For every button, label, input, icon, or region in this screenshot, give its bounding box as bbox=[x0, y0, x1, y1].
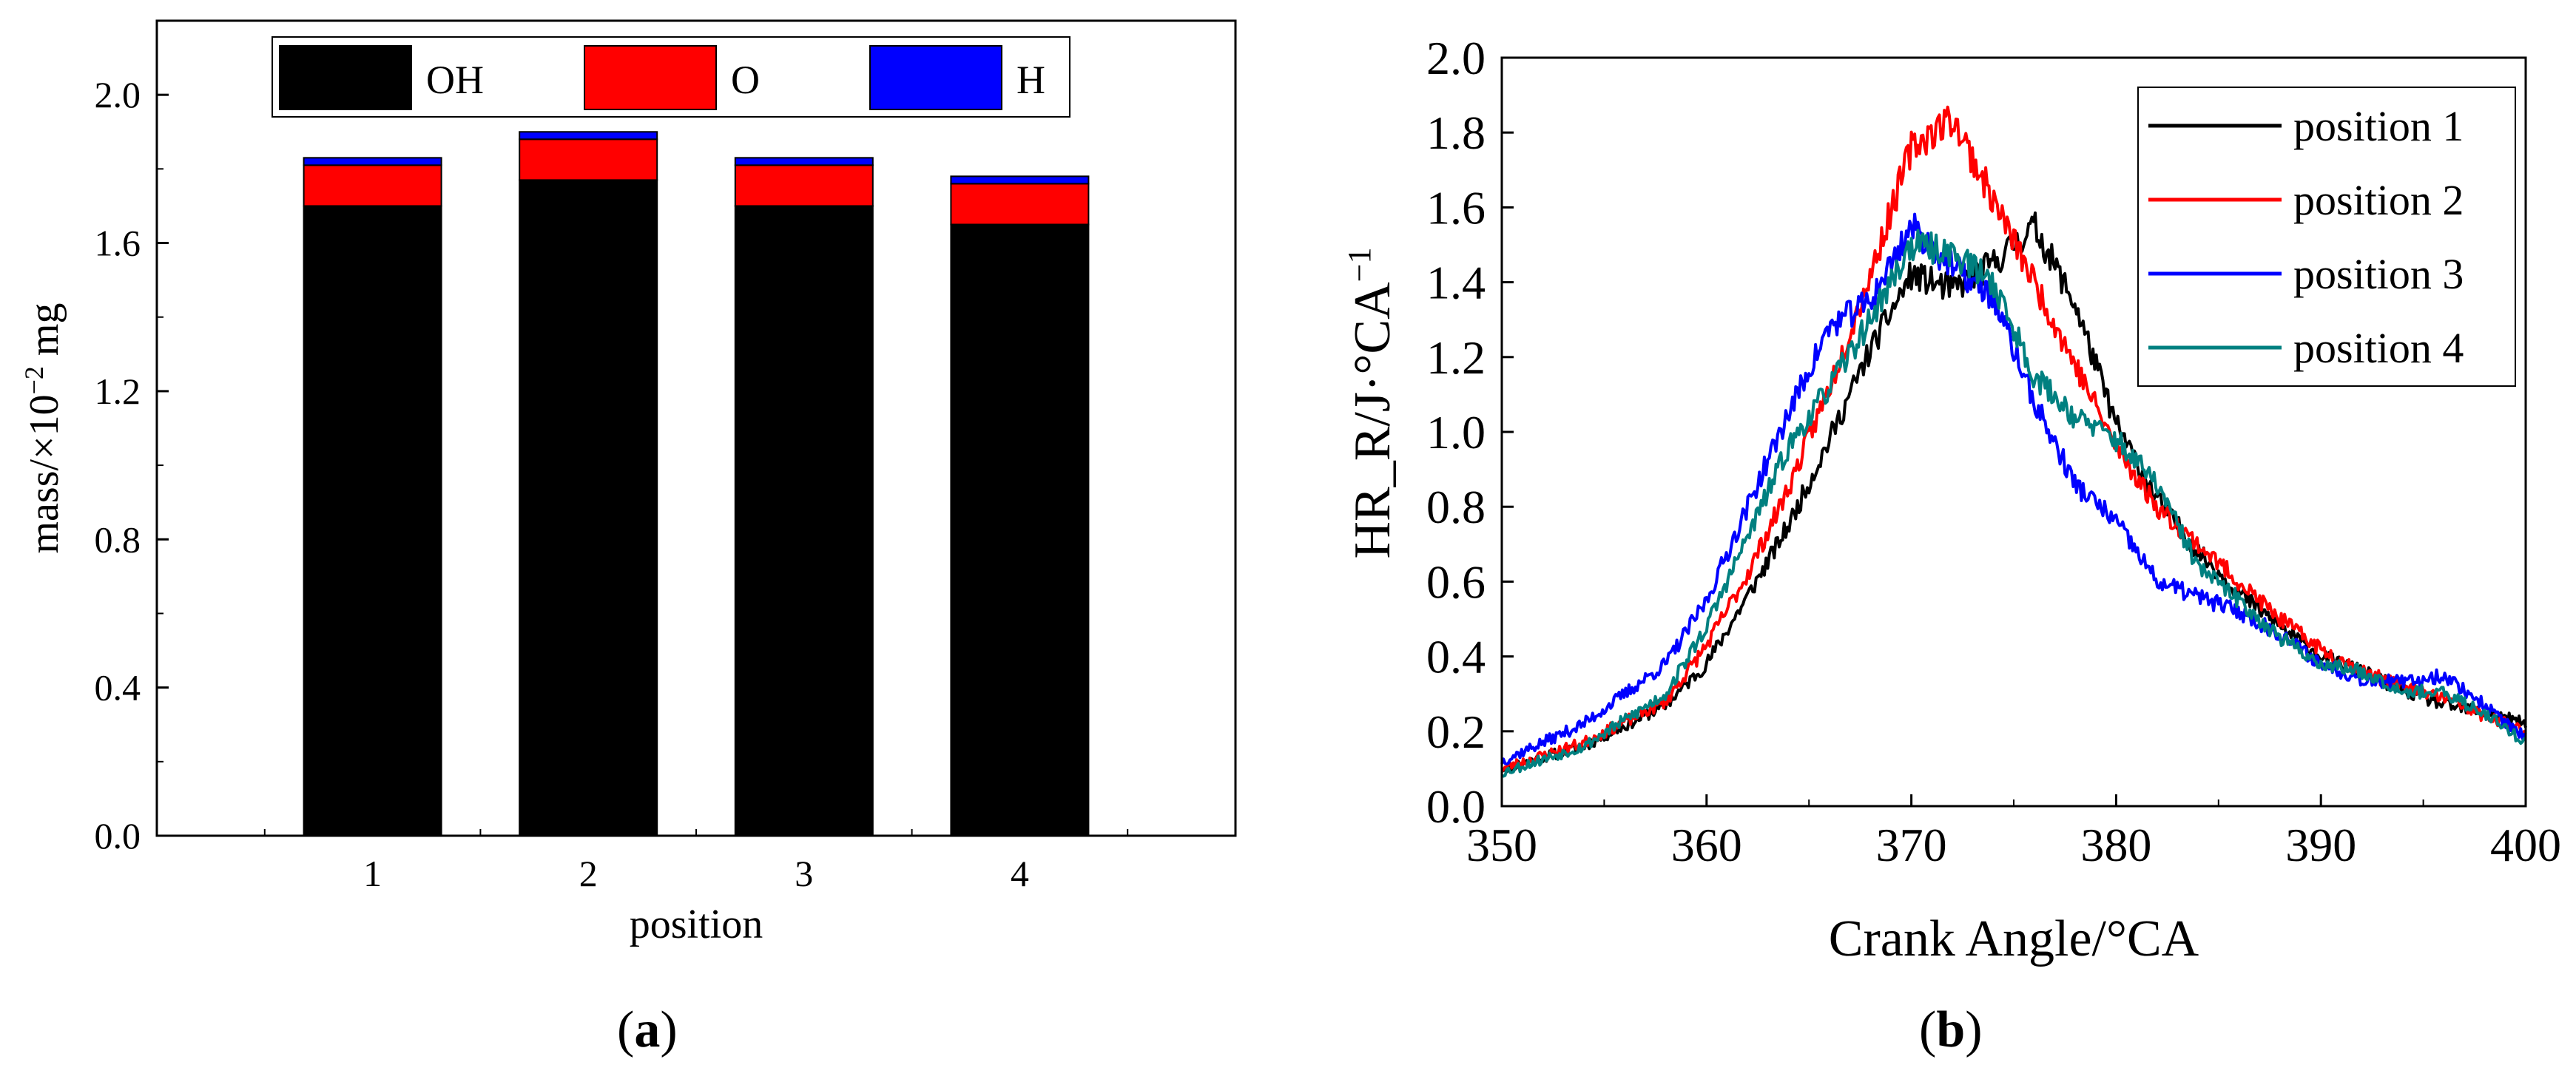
chart-b-y-axis-label-sup: −1 bbox=[1341, 248, 1378, 283]
chart-b-lines bbox=[1500, 105, 2527, 778]
chart-b-line-position-3 bbox=[1500, 212, 2527, 765]
chart-a-x-ticks: 1 2 3 4 bbox=[263, 824, 1129, 894]
chart-b-legend-label-position-1: position 1 bbox=[2293, 102, 2464, 150]
chart-a-bar-h-3 bbox=[734, 157, 874, 166]
chart-b-x-tick-label: 390 bbox=[2285, 819, 2356, 871]
chart-b-y-axis-label-text: HR_R/J·°CA bbox=[1344, 282, 1401, 559]
chart-a-legend-label-h: H bbox=[1016, 58, 1045, 102]
chart-b-y-tick-label: 0.0 bbox=[1426, 780, 1486, 833]
chart-a-y-axis-label-unit: mg bbox=[21, 302, 67, 366]
chart-b-y-tick-label: 1.2 bbox=[1426, 331, 1486, 384]
chart-a-caption-paren-open: ( bbox=[617, 1001, 634, 1058]
chart-a-bar-h-1 bbox=[303, 157, 442, 166]
chart-a-bar-o-4 bbox=[950, 183, 1090, 226]
chart-a-legend-swatch-h bbox=[869, 45, 1002, 110]
chart-a-y-tick-label: 0.0 bbox=[95, 815, 141, 856]
chart-a-legend-label-o: O bbox=[731, 58, 760, 102]
chart-b-y-tick-label: 0.8 bbox=[1426, 481, 1486, 533]
chart-b-y-axis-label: HR_R/J·°CA−1 bbox=[1341, 248, 1401, 559]
chart-a-caption-letter: a bbox=[634, 1001, 660, 1058]
chart-a-x-tick-label: 4 bbox=[1011, 853, 1029, 894]
chart-a-bar-o-3 bbox=[734, 164, 874, 207]
chart-a-caption-paren-close: ) bbox=[660, 1001, 677, 1058]
chart-a-bar-h-4 bbox=[950, 175, 1090, 185]
chart-b-y-tick-label: 1.8 bbox=[1426, 106, 1486, 159]
chart-b-y-ticks: 0.0 0.2 0.4 0.6 0.8 1.0 1.2 1.4 1.6 1.8 2.0 bbox=[1426, 32, 1514, 833]
chart-a-bar-o-1 bbox=[303, 164, 442, 207]
chart-b-caption: (b) bbox=[1919, 1001, 1983, 1058]
chart-b-caption-paren-open: ( bbox=[1919, 1001, 1936, 1058]
chart-a-y-tick-label: 1.2 bbox=[95, 371, 141, 412]
chart-a-legend-label-oh: OH bbox=[426, 58, 484, 102]
chart-a-bar-h-2 bbox=[519, 131, 658, 141]
chart-b-y-tick-label: 2.0 bbox=[1426, 32, 1486, 84]
chart-a-legend: OH O H bbox=[272, 36, 1070, 118]
chart-b-y-tick-label: 1.6 bbox=[1426, 181, 1486, 234]
chart-a-y-axis-label-text: mass/×10 bbox=[21, 394, 67, 553]
chart-b-legend-box bbox=[2137, 87, 2516, 387]
chart-b-x-ticks: 350 360 370 380 390 400 bbox=[1466, 794, 2561, 871]
chart-a-x-axis-label: position bbox=[630, 902, 763, 947]
chart-b-legend: position 1 position 2 position 3 position 4 bbox=[2137, 87, 2516, 387]
chart-a-bar-oh-1 bbox=[303, 205, 442, 837]
chart-b-y-tick-label: 0.4 bbox=[1426, 631, 1486, 683]
chart-b-x-tick-label: 360 bbox=[1671, 819, 1742, 871]
chart-a-x-tick-label: 2 bbox=[579, 853, 598, 894]
chart-a-y-tick-label: 2.0 bbox=[95, 74, 141, 115]
chart-a-bar-oh-2 bbox=[519, 179, 658, 836]
chart-a-legend-swatch-oh bbox=[279, 45, 412, 110]
chart-a-y-tick-label: 0.4 bbox=[95, 667, 141, 709]
chart-a-y-ticks: 0.0 0.4 0.8 1.2 1.6 2.0 bbox=[95, 74, 169, 856]
chart-b-x-tick-label: 400 bbox=[2490, 819, 2561, 871]
chart-b-y-tick-label: 1.4 bbox=[1426, 257, 1486, 309]
chart-b-x-tick-label: 380 bbox=[2080, 819, 2151, 871]
chart-a-x-tick-label: 1 bbox=[363, 853, 382, 894]
chart-a-y-tick-label: 0.8 bbox=[95, 518, 141, 560]
chart-a-y-axis-label: mass/×10−2 mg bbox=[19, 302, 67, 553]
chart-b-x-tick-label: 350 bbox=[1466, 819, 1537, 871]
chart-a-y-axis-label-sup: −2 bbox=[19, 366, 49, 394]
chart-b-y-tick-label: 0.2 bbox=[1426, 706, 1486, 758]
chart-b-legend-label-position-2: position 2 bbox=[2293, 176, 2464, 224]
chart-b-caption-letter: b bbox=[1936, 1001, 1965, 1058]
chart-b-x-tick-label: 370 bbox=[1876, 819, 1947, 871]
chart-a-y-tick-label: 1.6 bbox=[95, 223, 141, 264]
chart-b-y-tick-label: 1.0 bbox=[1426, 406, 1486, 459]
chart-b-y-tick-label: 0.6 bbox=[1426, 555, 1486, 608]
chart-b-x-axis-label: Crank Angle/°CA bbox=[1829, 910, 2199, 967]
chart-b-line-position-4 bbox=[1500, 229, 2526, 778]
chart-a-x-tick-label: 3 bbox=[795, 853, 813, 894]
chart-a-bar-oh-3 bbox=[734, 205, 874, 837]
chart-b-caption-paren-close: ) bbox=[1965, 1001, 1982, 1058]
chart-a-caption: (a) bbox=[617, 1001, 678, 1058]
chart-b: 0.0 0.2 0.4 0.6 0.8 1.0 1.2 1.4 1.6 1.8 2.0 350 360… bbox=[1341, 32, 2561, 1058]
chart-b-legend-label-position-3: position 3 bbox=[2293, 250, 2464, 298]
chart-a-legend-swatch-o bbox=[584, 45, 717, 110]
chart-a-bar-oh-4 bbox=[950, 223, 1090, 836]
chart-a-bars bbox=[303, 131, 1090, 837]
chart-a-bar-o-2 bbox=[519, 138, 658, 181]
chart-b-legend-label-position-4: position 4 bbox=[2293, 324, 2464, 372]
